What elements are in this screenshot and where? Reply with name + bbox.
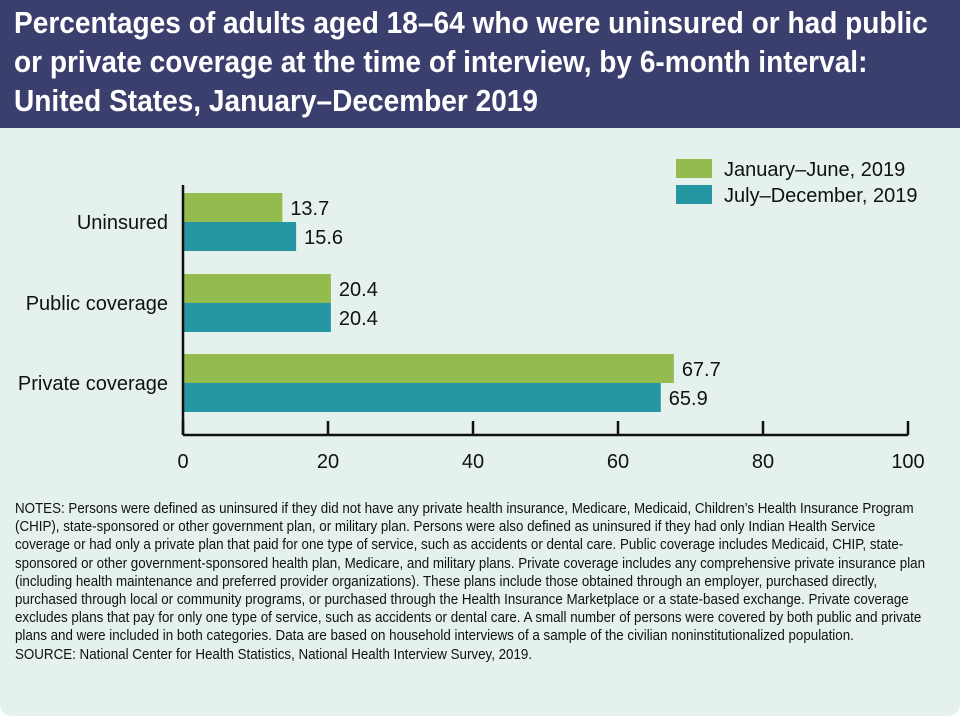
title-bar: Percentages of adults aged 18–64 who wer… [0, 0, 960, 128]
bar [183, 303, 331, 332]
bar [183, 383, 661, 412]
x-tick-label: 20 [317, 451, 339, 473]
bar [183, 222, 297, 251]
legend-label: January–June, 2019 [724, 159, 905, 181]
bar [183, 193, 283, 222]
data-label: 15.6 [304, 227, 343, 249]
category-label: Public coverage [26, 293, 168, 315]
data-label: 20.4 [339, 279, 378, 301]
x-tick-label: 0 [177, 451, 188, 473]
x-tick-label: 80 [752, 451, 774, 473]
chart-area: 13.7 15.6 Uninsured 20.4 20.4 Public coverage… [0, 128, 960, 488]
category-label: Private coverage [18, 373, 168, 395]
bar [183, 354, 674, 383]
x-tick-label: 40 [462, 451, 484, 473]
legend-label: July–December, 2019 [724, 185, 917, 207]
legend-swatch [676, 185, 712, 204]
source-text: SOURCE: National Center for Health Stati… [15, 646, 533, 663]
bar-chart: 13.7 15.6 Uninsured 20.4 20.4 Public coverage… [18, 159, 925, 473]
notes-section: NOTES: Persons were defined as uninsured… [15, 500, 930, 664]
legend-swatch [676, 159, 712, 178]
data-label: 20.4 [339, 308, 378, 330]
x-tick-label: 60 [607, 451, 629, 473]
data-label: 67.7 [682, 359, 721, 381]
notes-text: NOTES: Persons were defined as uninsured… [15, 501, 926, 645]
category-label: Uninsured [77, 212, 168, 234]
chart-title: Percentages of adults aged 18–64 who wer… [14, 6, 928, 118]
data-label: 65.9 [669, 388, 708, 410]
bar [183, 274, 331, 303]
x-tick-label: 100 [891, 451, 924, 473]
data-label: 13.7 [290, 198, 329, 220]
